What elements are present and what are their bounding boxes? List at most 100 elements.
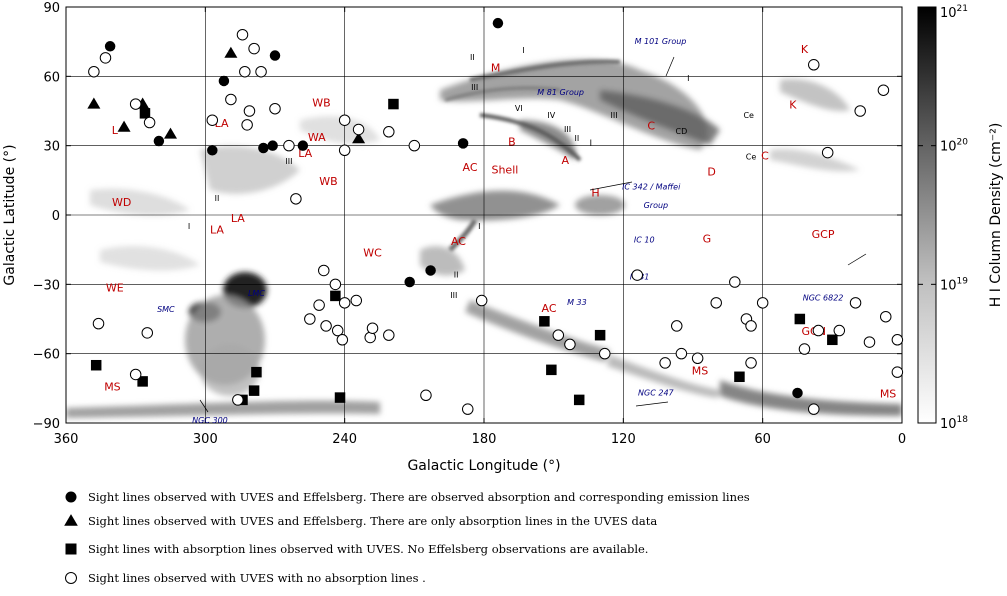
region-label: A [562, 154, 570, 167]
region-label: B [508, 136, 516, 149]
colorbar-tick-label: 1020 [940, 138, 968, 155]
data-point-open-circle [383, 329, 395, 341]
object-label: IC 342 / Maffei [622, 183, 681, 192]
data-point-open-circle [710, 297, 722, 309]
data-point-open-circle [420, 389, 432, 402]
data-point-filled-circle [104, 41, 116, 52]
data-point-open-circle [461, 403, 474, 415]
x-tick-label: 60 [754, 432, 771, 447]
object-label: LMC [248, 289, 265, 298]
legend-label: Sight lines observed with UVES with no a… [88, 571, 426, 585]
data-point-open-circle [129, 368, 142, 381]
data-point-filled-square [827, 334, 838, 346]
colorbar-label: H I Column Density (cm⁻²) [988, 123, 1004, 308]
colorbar-tick-label: 1018 [940, 415, 968, 432]
region-label: MS [104, 381, 120, 394]
data-point-open-circle [255, 65, 267, 78]
complex-label: Ce [743, 111, 754, 120]
data-point-filled-square [573, 394, 585, 406]
data-point-filled-circle [792, 387, 803, 399]
legend-label: Sight lines with absorption lines observ… [88, 542, 649, 556]
region-label: MS [880, 388, 896, 401]
colorbar [917, 6, 937, 424]
data-point-filled-square [137, 376, 148, 387]
y-tick-label: 30 [43, 140, 60, 155]
region-label: Shell [491, 163, 518, 176]
complex-label: III [285, 157, 292, 166]
data-point-open-circle [879, 310, 892, 323]
colorbar-tick-label: 1019 [940, 276, 968, 293]
region-label: G [703, 233, 712, 246]
data-point-filled-square [539, 316, 550, 327]
x-tick-label: 300 [193, 432, 218, 447]
data-point-open-circle [670, 320, 683, 332]
object-label: NGC 300 [192, 416, 228, 425]
object-label: IC 10 [634, 236, 655, 245]
complex-label: I [522, 46, 524, 55]
data-point-open-circle [833, 324, 846, 337]
object-label: M 33 [567, 298, 587, 307]
object-label: Group [644, 201, 669, 210]
region-label: WB [319, 175, 337, 188]
data-point-open-circle [808, 403, 820, 415]
data-point-filled-square [734, 371, 745, 383]
legend-item: Sight lines observed with UVES and Effel… [64, 487, 750, 507]
data-point-open-circle [320, 320, 332, 332]
complex-label: I [590, 139, 592, 148]
data-point-open-circle [206, 114, 219, 126]
data-point-filled-circle [404, 276, 415, 288]
y-tick-label: 90 [43, 1, 60, 16]
region-label: AC [542, 302, 557, 315]
data-point-filled-triangle [87, 97, 101, 109]
object-label: NGC 6822 [803, 294, 844, 303]
data-point-open-circle [383, 126, 395, 138]
data-point-filled-circle [297, 140, 309, 151]
data-point-filled-square [330, 290, 341, 302]
data-point-open-circle [891, 334, 904, 346]
data-point-filled-circle [258, 142, 269, 154]
data-point-open-circle [756, 297, 769, 309]
complex-label: I [188, 222, 190, 231]
y-tick-label: −60 [33, 348, 60, 363]
region-label: LA [231, 212, 245, 225]
colorbar-ticks: 1021 1020 1019 1018 [918, 4, 968, 432]
data-point-filled-triangle [117, 120, 131, 132]
complex-label: III [471, 83, 478, 92]
data-point-filled-square [90, 359, 102, 371]
legend-symbol [65, 491, 77, 503]
object-label: NGC 247 [638, 388, 674, 397]
legend-marker-filled-square [64, 542, 78, 556]
data-point-open-circle [336, 334, 349, 346]
object-label: SMC [157, 305, 175, 314]
data-point-filled-triangle [352, 132, 366, 144]
data-point-open-circle [304, 313, 316, 325]
data-point-open-circle [729, 276, 741, 288]
data-point-filled-square [334, 392, 346, 403]
legend-label: Sight lines observed with UVES and Effel… [88, 490, 750, 504]
region-label: GCP [812, 228, 835, 241]
data-point-open-circle [891, 366, 904, 378]
complex-label: IV [547, 111, 555, 120]
data-point-open-circle [564, 338, 576, 351]
data-point-open-circle [475, 294, 488, 307]
region-label: K [789, 99, 797, 112]
legend-symbol [64, 514, 78, 526]
data-point-filled-square [794, 313, 806, 325]
data-point-open-circle [239, 65, 251, 78]
x-tick-label: 120 [611, 432, 636, 447]
complex-label: I [687, 74, 689, 83]
legend-marker-filled-circle [64, 490, 78, 504]
y-axis-ticks: 90 60 30 0 −30 −60 −90 [33, 1, 902, 432]
data-point-filled-triangle [163, 127, 178, 139]
region-label: D [707, 166, 715, 179]
complex-label: II [575, 134, 580, 143]
data-point-open-circle [329, 278, 342, 291]
y-axis-label: Galactic Latitude (°) [2, 144, 18, 285]
data-point-open-circle [812, 324, 825, 337]
region-label: C [647, 119, 655, 132]
data-point-open-circle [849, 297, 862, 309]
grid-lines [66, 7, 902, 423]
legend-item: Sight lines observed with UVES with no a… [64, 568, 426, 588]
region-label: H [591, 187, 599, 200]
